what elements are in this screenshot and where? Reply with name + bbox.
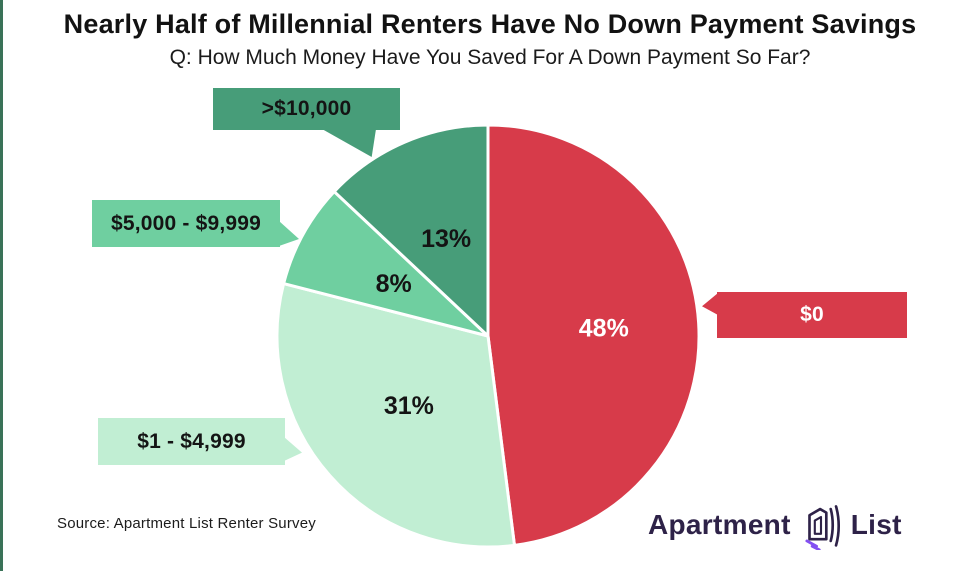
callout-1-4999: $1 - $4,999: [98, 418, 285, 465]
chart-header: Nearly Half of Millennial Renters Have N…: [0, 8, 980, 71]
apartment-list-logo: Apartment List: [648, 500, 902, 550]
pie-slice-percentage-label: 48%: [579, 315, 629, 343]
pie-slice-3: [332, 123, 490, 338]
callout-zero-dollars-label: $0: [800, 303, 824, 326]
callout-5000-9999-label: $5,000 - $9,999: [110, 211, 262, 235]
left-accent-bar: [0, 0, 3, 571]
apartment-list-house-icon: [805, 505, 840, 550]
pie-labels-group: 48% 31% 8% 13%: [376, 225, 629, 420]
callout-5000-9999: $5,000 - $9,999: [92, 200, 280, 247]
pie-slice-percentage-label: 8%: [376, 270, 412, 298]
pie-slice-percentage-label: 13%: [421, 225, 471, 253]
callout-1-4999-label: $1 - $4,999: [137, 429, 246, 453]
callout-zero-dollars: $0: [717, 292, 907, 338]
pie-slice-percentage-label: 31%: [384, 392, 434, 420]
source-note: Source: Apartment List Renter Survey: [57, 515, 316, 532]
chart-subtitle: Q: How Much Money Have You Saved For A D…: [169, 45, 811, 69]
logo-word-list: List: [850, 509, 902, 540]
pie-slice-0: [486, 123, 701, 547]
callout-gt-10000-label: >$10,000: [261, 97, 352, 120]
chart-title: Nearly Half of Millennial Renters Have N…: [63, 9, 917, 39]
pie-slices-group: [275, 123, 701, 549]
logo-word-apartment: Apartment: [648, 509, 791, 540]
pie-slice-2: [282, 190, 490, 338]
pie-slice-1: [275, 282, 516, 549]
callout-gt-10000: >$10,000: [213, 88, 400, 130]
